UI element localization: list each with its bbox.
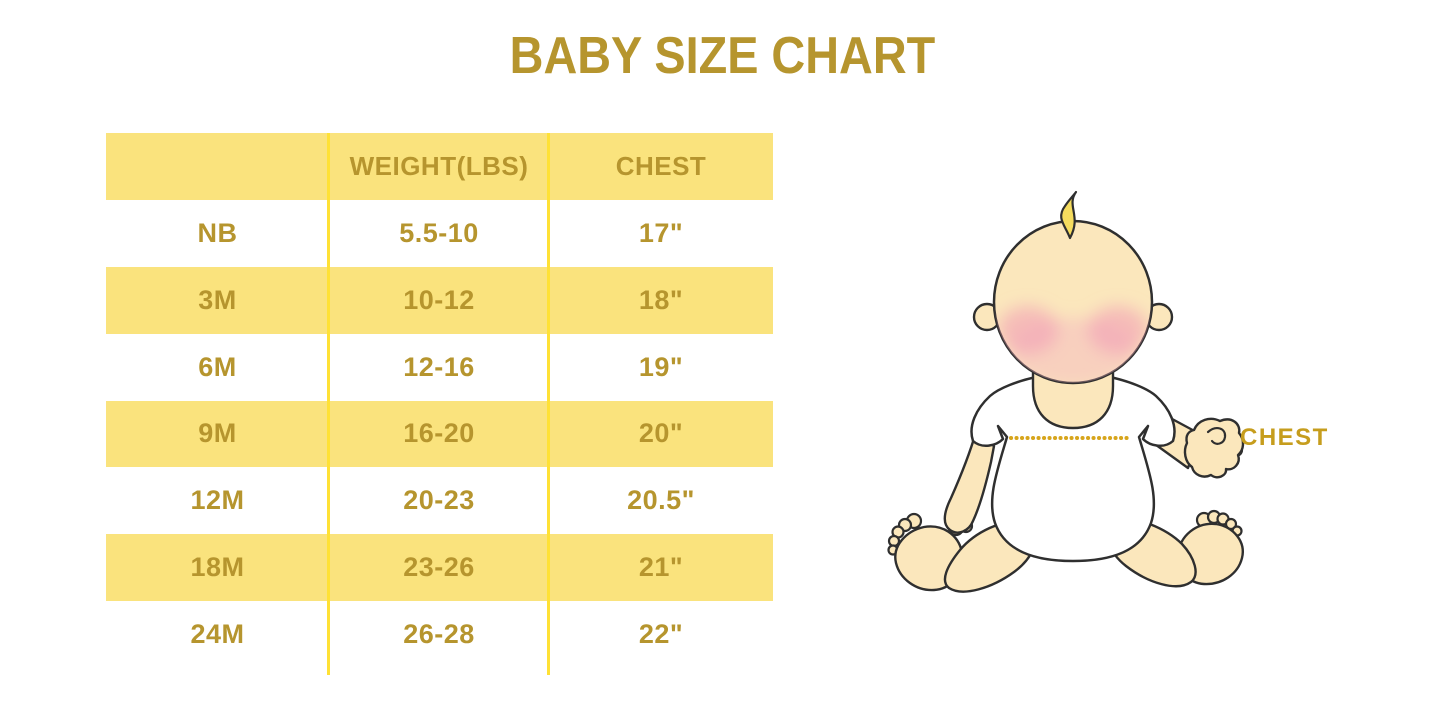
- table-row: 12M 20-23 20.5": [106, 467, 773, 534]
- cell-weight: 12-16: [403, 351, 475, 382]
- size-table: WEIGHT(LBS) CHEST NB 5.5-10 17" 3M 10-12…: [106, 133, 773, 675]
- cell-size: 18M: [190, 552, 245, 583]
- cell-chest: 20": [638, 418, 684, 449]
- cell-chest: 21": [638, 552, 684, 583]
- cell-size: 12M: [190, 485, 245, 516]
- table-header-row: WEIGHT(LBS) CHEST: [106, 133, 773, 200]
- cell-weight: 23-26: [403, 552, 475, 583]
- table-row: 9M 16-20 20": [106, 400, 773, 468]
- baby-hair-curl: [1060, 190, 1078, 240]
- table-row: 3M 10-12 18": [106, 266, 773, 334]
- baby-shirt: [970, 375, 1176, 563]
- header-weight: WEIGHT(LBS): [349, 150, 529, 181]
- column-separator: [327, 133, 330, 675]
- table-row: 6M 12-16 19": [106, 334, 773, 401]
- cell-chest: 22": [638, 619, 684, 650]
- baby-blush: [998, 306, 1148, 383]
- table-row: 18M 23-26 21": [106, 534, 773, 602]
- cell-size: 3M: [198, 284, 237, 315]
- cell-chest: 19": [638, 351, 684, 382]
- column-separator: [547, 133, 550, 675]
- cell-weight: 20-23: [403, 485, 475, 516]
- cell-weight: 10-12: [403, 284, 475, 315]
- table-row: NB 5.5-10 17": [106, 200, 773, 267]
- baby-illustration: [880, 180, 1360, 610]
- cell-weight: 26-28: [403, 619, 475, 650]
- cell-weight: 16-20: [403, 418, 475, 449]
- cell-weight: 5.5-10: [399, 217, 479, 248]
- page-title: BABY SIZE CHART: [509, 27, 936, 85]
- cell-chest: 17": [638, 217, 684, 248]
- header-chest: CHEST: [615, 150, 707, 181]
- chest-label: CHEST: [1240, 424, 1329, 451]
- cell-size: NB: [197, 217, 238, 248]
- baby-left-arm: [943, 430, 996, 537]
- cell-chest: 20.5": [627, 485, 695, 516]
- cell-size: 9M: [198, 418, 237, 449]
- cell-size: 24M: [190, 619, 245, 650]
- table-row: 24M 26-28 22": [106, 601, 773, 668]
- cell-chest: 18": [638, 284, 684, 315]
- baby-neck: [1031, 368, 1115, 430]
- cell-size: 6M: [198, 351, 237, 382]
